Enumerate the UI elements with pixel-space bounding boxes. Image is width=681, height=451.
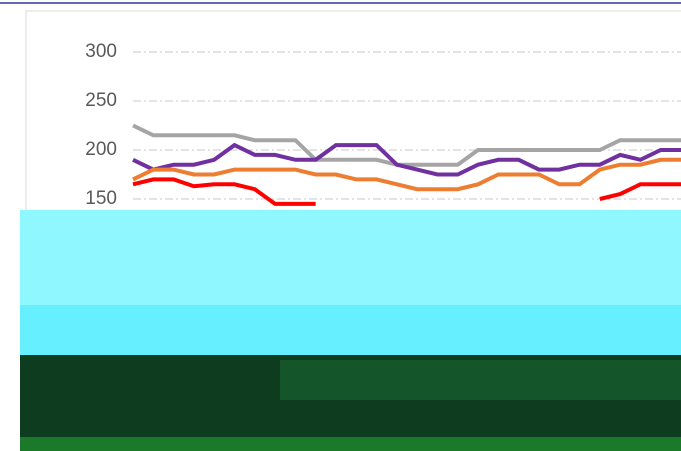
glitch-block (20, 210, 681, 305)
series-line (132, 142, 681, 177)
y-tick-label: 200 (85, 139, 117, 160)
series-line (132, 177, 316, 206)
glitch-block (20, 437, 681, 451)
series-line (132, 157, 681, 192)
series-line (132, 123, 681, 167)
series-line (599, 182, 681, 201)
y-tick-label: 150 (85, 188, 117, 209)
plot-area: 150 200 250 300 (85, 41, 681, 209)
y-tick-label: 250 (85, 90, 117, 111)
y-tick-label: 300 (85, 41, 117, 62)
glitch-block (280, 360, 681, 400)
glitch-block (20, 305, 681, 355)
glitch-overlay (20, 210, 681, 451)
